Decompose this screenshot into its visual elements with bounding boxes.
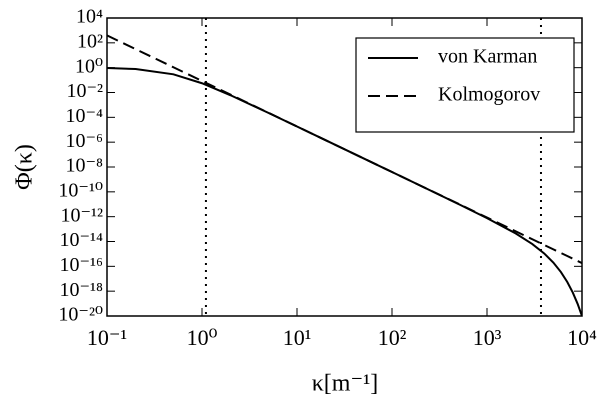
y-tick-label: 10⁻¹⁴ bbox=[59, 229, 103, 251]
y-tick-label: 10⁻⁶ bbox=[65, 130, 103, 152]
legend-label: Kolmogorov bbox=[438, 84, 540, 106]
x-tick-label: 10¹ bbox=[283, 325, 312, 350]
y-tick-label: 10⁻¹⁶ bbox=[59, 254, 103, 276]
y-tick-label: 10⁻⁴ bbox=[65, 105, 103, 127]
series-line bbox=[107, 34, 582, 264]
y-tick-label: 10⁻¹⁸ bbox=[59, 279, 103, 301]
x-axis-label: κ[m⁻¹] bbox=[312, 371, 379, 397]
y-tick-label: 10⁰ bbox=[75, 55, 103, 77]
x-tick-label: 10⁻¹ bbox=[87, 325, 127, 350]
x-tick-label: 10⁰ bbox=[187, 325, 218, 350]
x-tick-label: 10⁴ bbox=[567, 325, 597, 350]
x-tick-label: 10² bbox=[378, 325, 407, 350]
y-tick-label: 10⁻¹² bbox=[60, 204, 103, 226]
y-tick-label: 10⁴ bbox=[76, 6, 103, 28]
x-tick-label: 10³ bbox=[473, 325, 502, 350]
legend-box bbox=[355, 37, 575, 133]
y-tick-label: 10² bbox=[77, 30, 103, 52]
y-tick-label: 10⁻¹⁰ bbox=[58, 179, 103, 201]
legend-label: von Karman bbox=[438, 46, 537, 68]
y-axis-label: Φ(κ) bbox=[12, 144, 38, 190]
y-tick-label: 10⁻⁸ bbox=[65, 155, 103, 177]
plot-frame bbox=[106, 17, 583, 317]
y-tick-label: 10⁻² bbox=[66, 80, 103, 102]
y-tick-label: 10⁻²⁰ bbox=[58, 304, 103, 326]
